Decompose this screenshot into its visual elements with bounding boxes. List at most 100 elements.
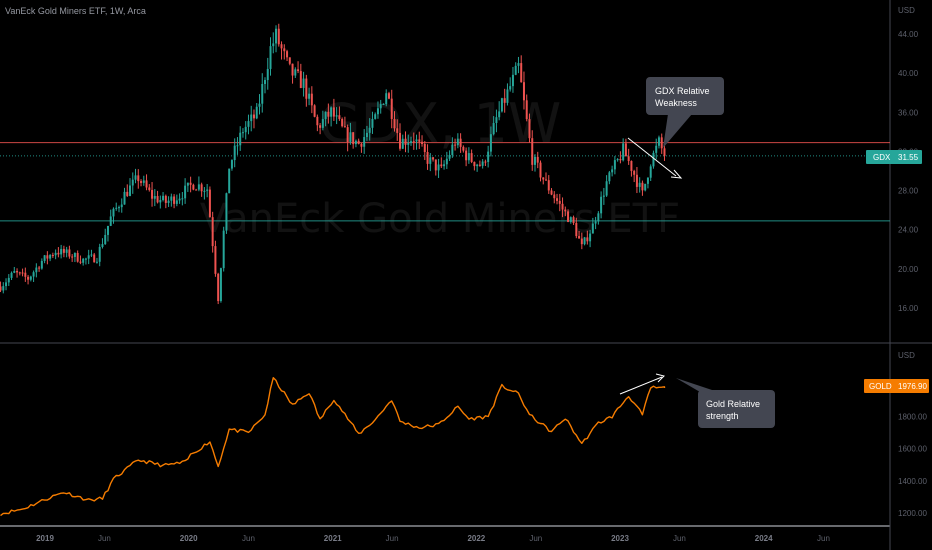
candle-body [126,191,129,196]
candle-body [649,166,652,178]
candle-body [495,117,498,123]
candle-body [423,144,426,152]
candle-body [175,200,178,204]
candle-body [517,63,520,66]
candle-body [186,182,189,186]
candle-body [258,103,261,107]
candle-body [0,286,2,291]
gdx-tick-label: 28.00 [898,187,919,196]
candle-body [509,86,512,90]
candle-body [547,180,550,191]
candle-body [575,223,578,237]
candle-body [142,180,145,183]
candle-body [611,169,614,173]
candle-body [498,111,501,118]
candle-body [115,207,118,209]
gold-price-badge: GOLD 1976.90 [864,379,929,393]
candle-body [398,132,401,149]
candle-body [151,189,154,199]
callout-gold-strength[interactable]: Gold Relative strength [676,378,775,428]
gold-tick-label: 1200.00 [898,509,927,518]
candle-body [382,104,385,106]
candle-body [443,164,446,167]
candle-body [437,164,440,171]
candle-body [208,189,211,218]
candle-body [514,65,517,75]
candle-body [269,46,272,69]
candle-body [586,237,589,242]
candle-body [319,125,322,128]
candle-body [500,98,503,112]
candle-body [454,144,457,146]
candle-body [192,184,195,190]
candle-body [82,258,85,263]
candle-body [280,44,283,49]
candle-body [2,286,5,291]
candle-body [655,145,658,153]
candle-body [106,225,109,235]
candle-body [109,216,112,226]
candle-body [624,143,627,157]
candle-body [137,175,140,182]
candle-body [451,144,454,156]
candle-body [360,143,363,147]
candle-body [167,200,170,203]
candle-body [627,156,630,161]
candle-body [206,189,209,191]
gold-tick-label: 1800.00 [898,413,927,422]
candle-body [131,179,134,186]
gold-trend-line [619,373,665,395]
candle-body [470,153,473,162]
candle-body [473,161,476,167]
candle-body [528,119,531,139]
callout-gdx-line-1: GDX Relative [655,86,710,96]
candle-body [525,100,528,120]
gdx-trend-line [627,137,683,179]
candle-body [24,272,27,277]
candle-body [35,267,38,273]
candle-body [272,43,275,47]
candle-body [390,98,393,120]
candle-body [148,187,151,190]
candle-body [178,198,181,201]
candle-body [415,139,418,142]
callout-gdx-line-2: Weakness [655,98,697,108]
candle-body [412,141,415,143]
candle-body [112,208,115,217]
candle-body [145,180,148,188]
candle-body [558,200,561,204]
candle-body [228,168,231,194]
candle-body [299,71,302,88]
candle-body [164,195,167,203]
candle-body [354,140,357,145]
candle-body [27,276,30,280]
candle-body [68,249,71,257]
candle-body [297,69,300,72]
gdx-badge-price: 31.55 [898,153,919,162]
candle-body [173,196,176,204]
candle-body [569,217,572,222]
candle-body [338,115,341,119]
candle-body [277,28,280,45]
gold-tick-label: 1400.00 [898,477,927,486]
candle-body [217,273,220,302]
candle-body [10,272,13,278]
gold-tick-label: 1600.00 [898,445,927,454]
candle-body [162,195,165,200]
candle-body [630,160,633,171]
candle-body [407,142,410,145]
candle-body [252,114,255,119]
callout-gdx-weakness[interactable]: GDX Relative Weakness [646,77,724,148]
candle-body [13,270,16,273]
candle-body [421,141,424,145]
time-tick-label: 2020 [180,534,198,543]
candle-body [616,159,619,161]
candle-body [120,204,123,208]
candle-body [7,277,10,283]
candle-body [327,111,330,117]
candle-body [646,177,649,184]
candle-body [478,164,481,166]
candle-body [638,182,641,187]
gold-line-layer [0,377,666,517]
candle-body [542,177,545,180]
